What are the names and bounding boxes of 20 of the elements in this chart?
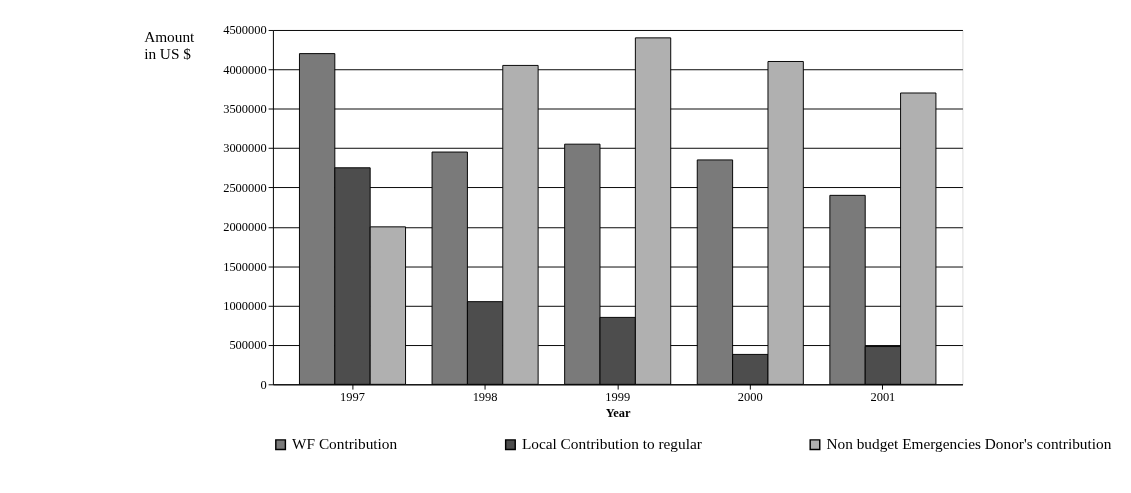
y-tick-label: 500000	[229, 338, 267, 353]
x-tick-label: 2000	[737, 390, 763, 405]
x-axis-title: Year	[605, 406, 632, 421]
y-axis-title: Amount in US $	[144, 27, 196, 63]
legend-label: WF Contribution	[292, 435, 398, 453]
y-tick-label: 4000000	[223, 62, 267, 77]
x-tick-label: 1997	[340, 390, 365, 405]
legend-label: Non budget Emergencies Donor's contribution	[826, 435, 1112, 453]
y-tick-label: 3000000	[223, 141, 267, 156]
legend-label: Local Contribution to regular	[521, 435, 702, 453]
x-tick-label: 1999	[605, 390, 631, 405]
y-tick-label: 1500000	[223, 259, 267, 274]
y-tick-label: 0	[260, 377, 267, 392]
x-tick-label: 2001	[870, 390, 896, 405]
y-tick-label: 4500000	[223, 23, 267, 38]
x-tick-label: 1998	[472, 390, 498, 405]
y-tick-label: 3500000	[223, 102, 267, 117]
y-tick-label: 1000000	[223, 298, 267, 313]
y-tick-label: 2000000	[223, 220, 267, 235]
y-tick-label: 2500000	[223, 180, 267, 195]
